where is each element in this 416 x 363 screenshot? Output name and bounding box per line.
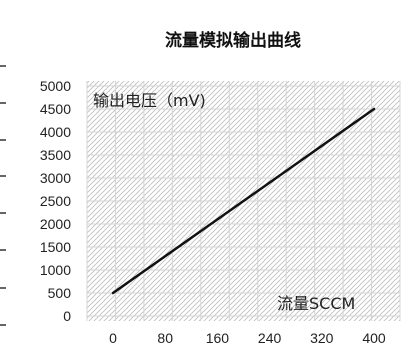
x-tick-label: 160 — [206, 330, 230, 346]
x-axis-label: 流量SCCM — [277, 294, 355, 313]
y-tick-labels: 0 500 1000 1500 2000 2500 3000 3500 4000 4500 5000 — [40, 78, 71, 324]
x-tick-label: 400 — [362, 330, 386, 346]
y-tick-label: 3000 — [40, 170, 71, 186]
left-edge-ticks — [0, 65, 6, 326]
y-tick-label: 5000 — [40, 78, 71, 94]
x-tick-labels: 0 80 160 240 320 400 — [109, 330, 386, 346]
y-tick-label: 500 — [48, 285, 72, 301]
x-tick-label: 320 — [310, 330, 334, 346]
y-tick-label: 4000 — [40, 124, 71, 140]
y-tick-label: 2500 — [40, 193, 71, 209]
chart-title: 流量模拟输出曲线 — [165, 30, 301, 51]
y-tick-label: 1000 — [40, 262, 71, 278]
y-tick-label: 4500 — [40, 101, 71, 117]
series-line — [111, 107, 376, 295]
y-tick-label: 3500 — [40, 147, 71, 163]
x-tick-label: 240 — [258, 330, 282, 346]
series-group — [111, 107, 376, 295]
grid — [86, 81, 401, 321]
y-tick-label: 0 — [63, 308, 71, 324]
y-axis-label: 输出电压（mV) — [93, 91, 206, 110]
x-tick-label: 80 — [157, 330, 173, 346]
x-tick-label: 0 — [109, 330, 117, 346]
y-tick-label: 1500 — [40, 239, 71, 255]
y-tick-label: 2000 — [40, 216, 71, 232]
